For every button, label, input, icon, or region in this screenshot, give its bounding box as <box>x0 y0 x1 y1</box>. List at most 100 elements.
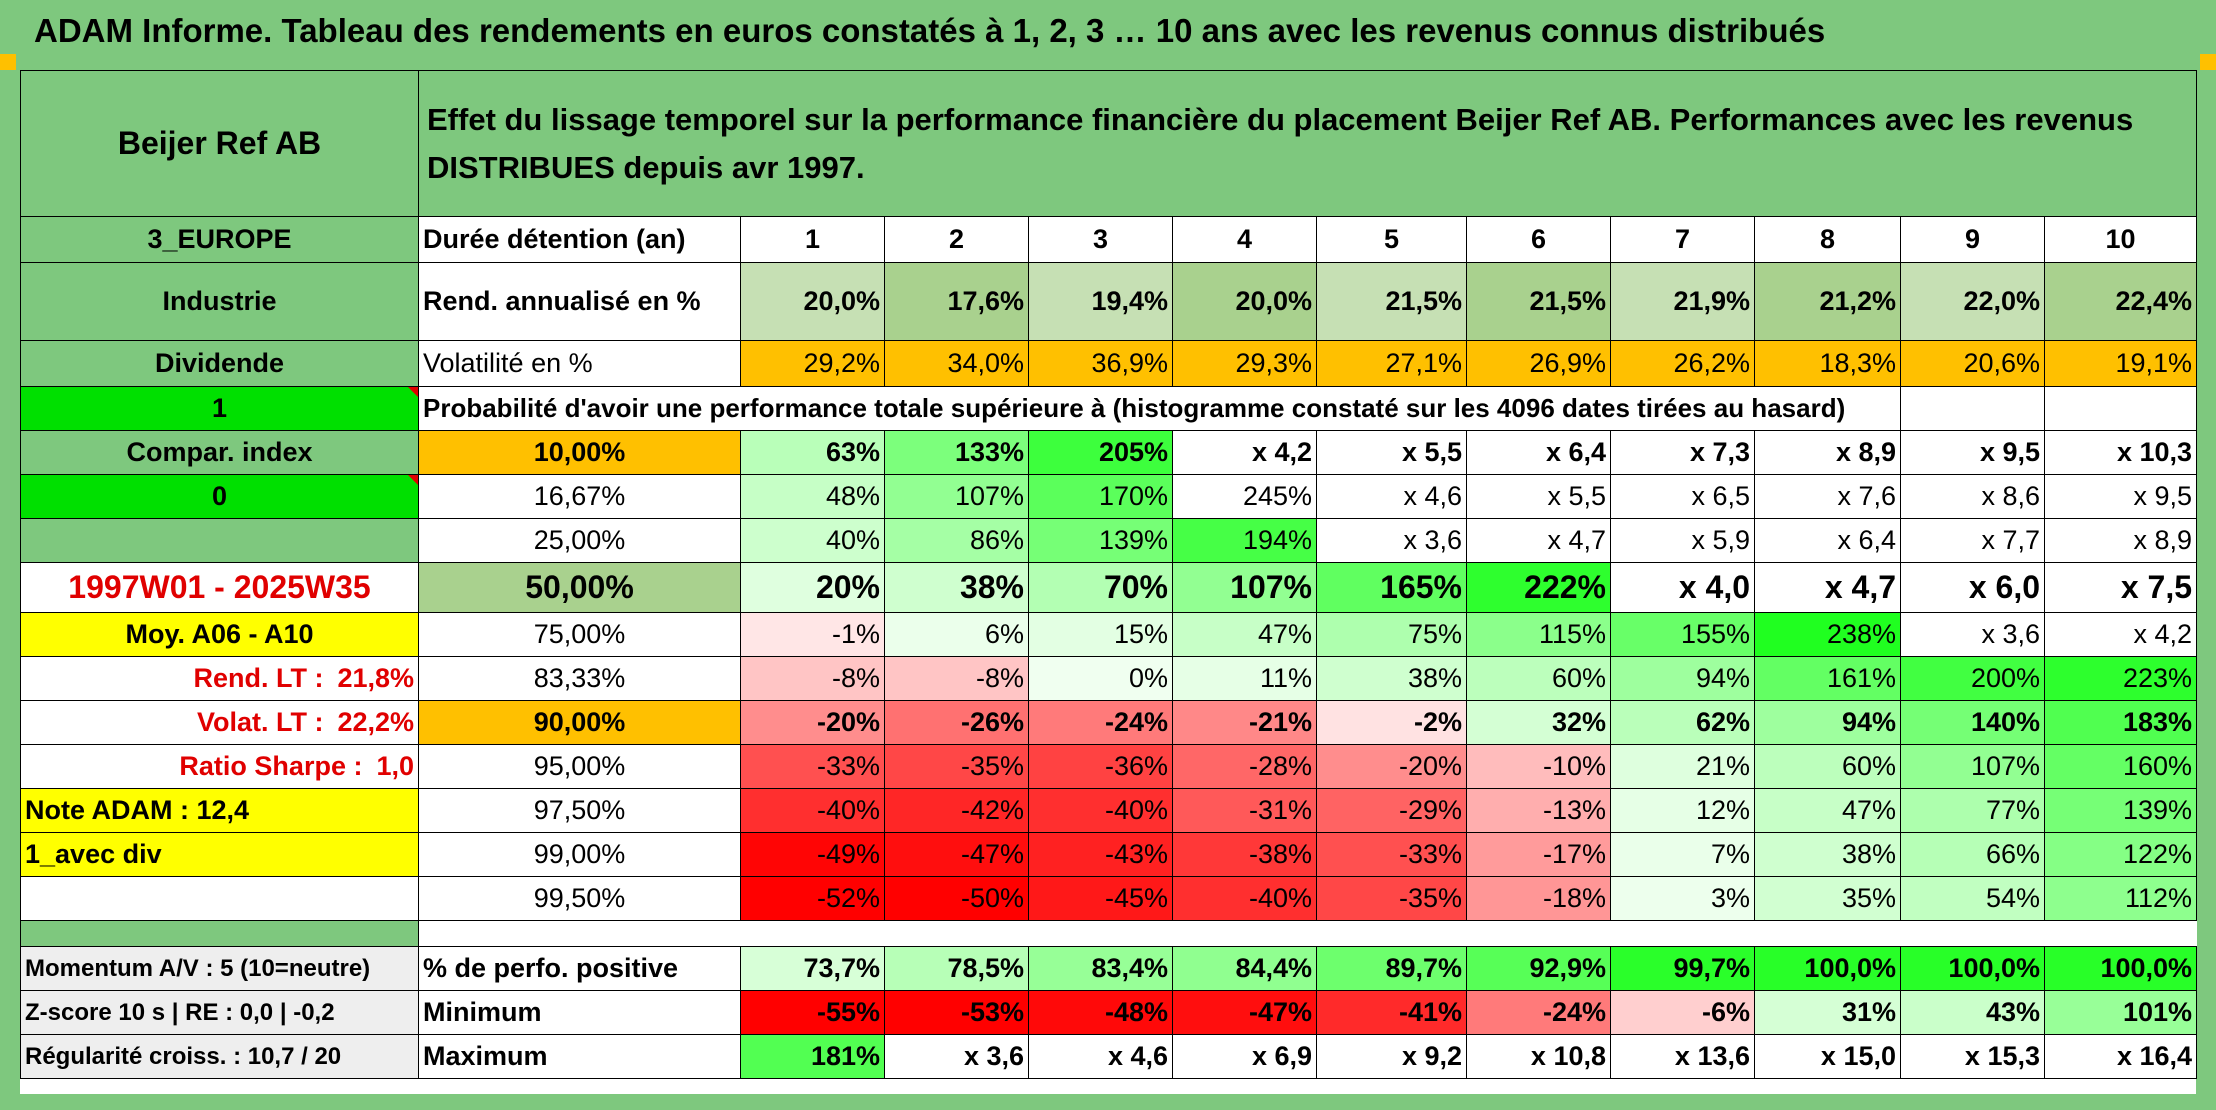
min-cell: -55% <box>740 990 885 1035</box>
performance-table: Beijer Ref AB Effet du lissage temporel s… <box>20 70 2198 1079</box>
max-cell: x 10,8 <box>1466 1034 1611 1079</box>
max-cell: x 4,6 <box>1028 1034 1173 1079</box>
prob-cell: 194% <box>1172 518 1317 563</box>
prob-cell: -31% <box>1172 788 1317 833</box>
max-row-label: Maximum <box>418 1034 741 1079</box>
prob-cell: -29% <box>1316 788 1467 833</box>
period-label: 1997W01 - 2025W35 <box>20 562 419 613</box>
probability-level: 83,33% <box>418 656 741 701</box>
min-cell: -6% <box>1610 990 1755 1035</box>
prob-cell: 133% <box>884 430 1029 475</box>
prob-cell: 0% <box>1028 656 1173 701</box>
prob-cell: -40% <box>1172 876 1317 921</box>
prob-cell: x 8,9 <box>1754 430 1901 475</box>
prob-cell: -43% <box>1028 832 1173 877</box>
vol-cell: 20,6% <box>1900 340 2045 387</box>
prob-cell: x 5,5 <box>1466 474 1611 519</box>
probability-level: 50,00% <box>418 562 741 613</box>
lt-label: Ratio Sharpe : <box>179 751 363 781</box>
prob-cell: -35% <box>1316 876 1467 921</box>
year-header: 3 <box>1028 216 1173 263</box>
prob-cell: 160% <box>2043 744 2198 789</box>
table-row: Rend. LT :21,8% 83,33% -8% -8% 0% 11% 38% 60% 94… <box>20 656 2198 701</box>
prob-cell: x 4,0 <box>1610 562 1755 613</box>
prob-cell: 38% <box>884 562 1029 613</box>
zscore-label: Z-score 10 s | RE : 0,0 | -0,2 <box>20 990 419 1035</box>
prob-cell: 63% <box>740 430 885 475</box>
prob-cell: x 6,4 <box>1466 430 1611 475</box>
max-cell: x 3,6 <box>884 1034 1029 1079</box>
prob-cell: 122% <box>2043 832 2198 877</box>
pos-cell: 100,0% <box>1754 946 1901 991</box>
prob-cell: 245% <box>1172 474 1317 519</box>
empty-cell <box>1900 386 2045 431</box>
prob-cell: -10% <box>1466 744 1611 789</box>
prob-cell: -1% <box>740 612 885 657</box>
table-row: 25,00% 40% 86% 139% 194% x 3,6 x 4,7 x 5,9 x 6,4… <box>20 518 2198 563</box>
sector-label: Industrie <box>20 262 419 341</box>
prob-cell: 38% <box>1754 832 1901 877</box>
rend-cell: 21,2% <box>1754 262 1901 341</box>
year-header: 8 <box>1754 216 1901 263</box>
avec-div-label: 1_avec div <box>20 832 419 877</box>
year-header: 6 <box>1466 216 1611 263</box>
vol-cell: 34,0% <box>884 340 1029 387</box>
vol-cell: 19,1% <box>2043 340 2198 387</box>
probability-level: 99,00% <box>418 832 741 877</box>
compar-index-label: Compar. index <box>20 430 419 475</box>
pos-cell: 92,9% <box>1466 946 1611 991</box>
prob-cell: -2% <box>1316 700 1467 745</box>
prob-cell: 155% <box>1610 612 1755 657</box>
prob-cell: 139% <box>1028 518 1173 563</box>
prob-cell: -38% <box>1172 832 1317 877</box>
prob-cell: x 6,5 <box>1610 474 1755 519</box>
prob-cell: 47% <box>1172 612 1317 657</box>
prob-cell: x 8,9 <box>2043 518 2198 563</box>
prob-cell: -8% <box>740 656 885 701</box>
dividend-label: Dividende <box>20 340 419 387</box>
prob-cell: -47% <box>884 832 1029 877</box>
prob-cell: 48% <box>740 474 885 519</box>
prob-cell: 170% <box>1028 474 1173 519</box>
report-title: ADAM Informe. Tableau des rendements en … <box>0 0 2216 62</box>
prob-cell: -49% <box>740 832 885 877</box>
probability-level: 90,00% <box>418 700 741 745</box>
prob-cell: -18% <box>1466 876 1611 921</box>
prob-cell: 107% <box>884 474 1029 519</box>
rend-cell: 21,9% <box>1610 262 1755 341</box>
cell-marker <box>0 54 16 70</box>
prob-cell: 161% <box>1754 656 1901 701</box>
vol-cell: 27,1% <box>1316 340 1467 387</box>
prob-cell: -28% <box>1172 744 1317 789</box>
flag-0: 0 <box>20 474 419 519</box>
prob-cell: -20% <box>740 700 885 745</box>
spacer-green <box>20 920 419 947</box>
header-description: Effet du lissage temporel sur la perform… <box>417 70 2198 217</box>
prob-cell: 200% <box>1900 656 2045 701</box>
prob-cell: -33% <box>740 744 885 789</box>
rend-cell: 19,4% <box>1028 262 1173 341</box>
prob-cell: -17% <box>1466 832 1611 877</box>
prob-cell: 38% <box>1316 656 1467 701</box>
prob-cell: 86% <box>884 518 1029 563</box>
max-cell: x 15,0 <box>1754 1034 1901 1079</box>
rend-cell: 17,6% <box>884 262 1029 341</box>
pos-cell: 100,0% <box>2043 946 2198 991</box>
prob-cell: 12% <box>1610 788 1755 833</box>
prob-cell: x 6,0 <box>1900 562 2045 613</box>
year-header: 7 <box>1610 216 1755 263</box>
prob-cell: -20% <box>1316 744 1467 789</box>
pos-row-label: % de perfo. positive <box>418 946 741 991</box>
prob-cell: 21% <box>1610 744 1755 789</box>
pos-cell: 73,7% <box>740 946 885 991</box>
pos-cell: 89,7% <box>1316 946 1467 991</box>
prob-cell: 139% <box>2043 788 2198 833</box>
table-row: Volat. LT : 22,2% 90,00% -20% -26% -24% -21% -2… <box>20 700 2198 745</box>
flag-1: 1 <box>20 386 419 431</box>
prob-cell: 115% <box>1466 612 1611 657</box>
rend-lt: Rend. LT : 21,8% <box>20 656 419 701</box>
prob-cell: -24% <box>1028 700 1173 745</box>
table-row: Industrie Rend. annualisé en % 20,0% 17,6% 1… <box>20 262 2198 341</box>
prob-cell: 62% <box>1610 700 1755 745</box>
volat-lt: Volat. LT : 22,2% <box>20 700 419 745</box>
